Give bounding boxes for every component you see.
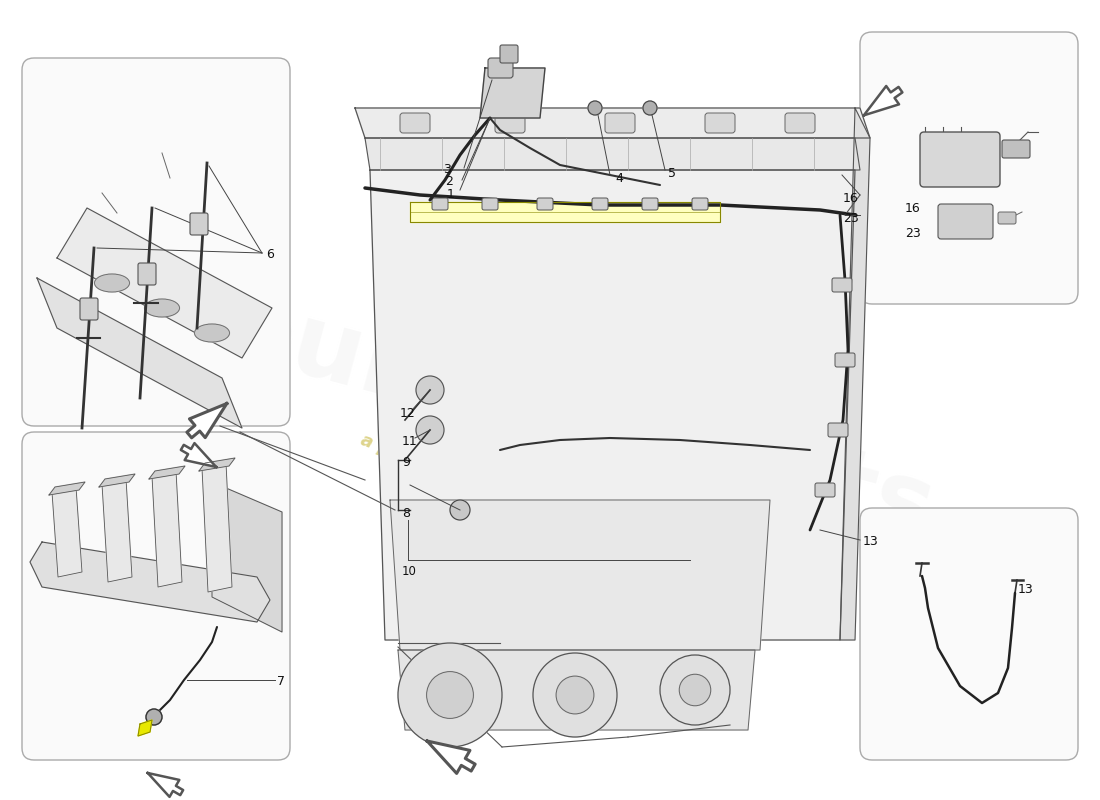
Ellipse shape: [144, 299, 179, 317]
Text: 7: 7: [277, 675, 285, 688]
Polygon shape: [202, 463, 232, 592]
FancyBboxPatch shape: [998, 212, 1016, 224]
Circle shape: [534, 653, 617, 737]
Text: 13: 13: [1018, 583, 1034, 596]
Text: 3: 3: [443, 163, 451, 176]
Polygon shape: [187, 403, 227, 438]
Text: 6: 6: [266, 248, 274, 261]
FancyBboxPatch shape: [500, 45, 518, 63]
Polygon shape: [180, 443, 217, 467]
Circle shape: [588, 101, 602, 115]
Circle shape: [557, 676, 594, 714]
Text: 12: 12: [400, 407, 416, 420]
Polygon shape: [199, 458, 235, 471]
FancyBboxPatch shape: [80, 298, 98, 320]
Circle shape: [398, 643, 502, 747]
FancyBboxPatch shape: [938, 204, 993, 239]
FancyBboxPatch shape: [835, 353, 855, 367]
Polygon shape: [864, 86, 902, 115]
FancyBboxPatch shape: [832, 278, 852, 292]
Polygon shape: [398, 650, 755, 730]
FancyBboxPatch shape: [785, 113, 815, 133]
Text: 1985: 1985: [527, 357, 713, 423]
Circle shape: [427, 672, 473, 718]
Polygon shape: [102, 479, 132, 582]
Polygon shape: [365, 138, 860, 170]
FancyBboxPatch shape: [22, 58, 290, 426]
FancyBboxPatch shape: [920, 132, 1000, 187]
Text: a passion for cars since 1985: a passion for cars since 1985: [359, 431, 642, 549]
Polygon shape: [390, 500, 770, 650]
Polygon shape: [52, 487, 82, 577]
Circle shape: [146, 709, 162, 725]
Text: eurocarparts: eurocarparts: [216, 279, 945, 561]
FancyBboxPatch shape: [605, 113, 635, 133]
Polygon shape: [50, 482, 85, 495]
FancyBboxPatch shape: [692, 198, 708, 210]
Polygon shape: [37, 278, 242, 428]
Polygon shape: [57, 208, 272, 358]
Polygon shape: [410, 202, 720, 222]
Polygon shape: [840, 108, 870, 640]
Polygon shape: [355, 108, 870, 138]
Text: 10: 10: [402, 565, 417, 578]
FancyBboxPatch shape: [432, 198, 448, 210]
Polygon shape: [147, 773, 184, 797]
Text: 23: 23: [905, 227, 921, 240]
FancyBboxPatch shape: [400, 113, 430, 133]
Text: 2: 2: [446, 175, 453, 188]
FancyBboxPatch shape: [138, 263, 156, 285]
FancyBboxPatch shape: [1002, 140, 1030, 158]
Circle shape: [680, 674, 711, 706]
Polygon shape: [370, 170, 855, 640]
Polygon shape: [212, 482, 282, 632]
Text: 11: 11: [402, 435, 418, 448]
FancyBboxPatch shape: [592, 198, 608, 210]
Text: 5: 5: [668, 167, 676, 180]
Ellipse shape: [95, 274, 130, 292]
Polygon shape: [152, 471, 182, 587]
Text: 23: 23: [843, 212, 859, 225]
Text: 16: 16: [905, 202, 921, 215]
Text: 4: 4: [615, 172, 623, 185]
Text: 1: 1: [447, 188, 455, 201]
Polygon shape: [99, 474, 135, 487]
FancyBboxPatch shape: [537, 198, 553, 210]
Polygon shape: [138, 720, 152, 736]
FancyBboxPatch shape: [828, 423, 848, 437]
Text: 16: 16: [843, 192, 859, 205]
Ellipse shape: [195, 324, 230, 342]
FancyBboxPatch shape: [22, 432, 290, 760]
FancyBboxPatch shape: [860, 32, 1078, 304]
FancyBboxPatch shape: [815, 483, 835, 497]
Polygon shape: [427, 741, 475, 774]
Text: 8: 8: [402, 507, 410, 520]
Circle shape: [416, 376, 444, 404]
Text: 13: 13: [864, 535, 879, 548]
Polygon shape: [148, 466, 185, 479]
Circle shape: [450, 500, 470, 520]
FancyBboxPatch shape: [190, 213, 208, 235]
FancyBboxPatch shape: [860, 508, 1078, 760]
Circle shape: [660, 655, 730, 725]
Circle shape: [416, 416, 444, 444]
Text: 9: 9: [402, 456, 410, 469]
FancyBboxPatch shape: [495, 113, 525, 133]
Polygon shape: [480, 68, 544, 118]
Circle shape: [644, 101, 657, 115]
Polygon shape: [30, 542, 270, 622]
FancyBboxPatch shape: [705, 113, 735, 133]
FancyBboxPatch shape: [642, 198, 658, 210]
FancyBboxPatch shape: [482, 198, 498, 210]
FancyBboxPatch shape: [488, 58, 513, 78]
